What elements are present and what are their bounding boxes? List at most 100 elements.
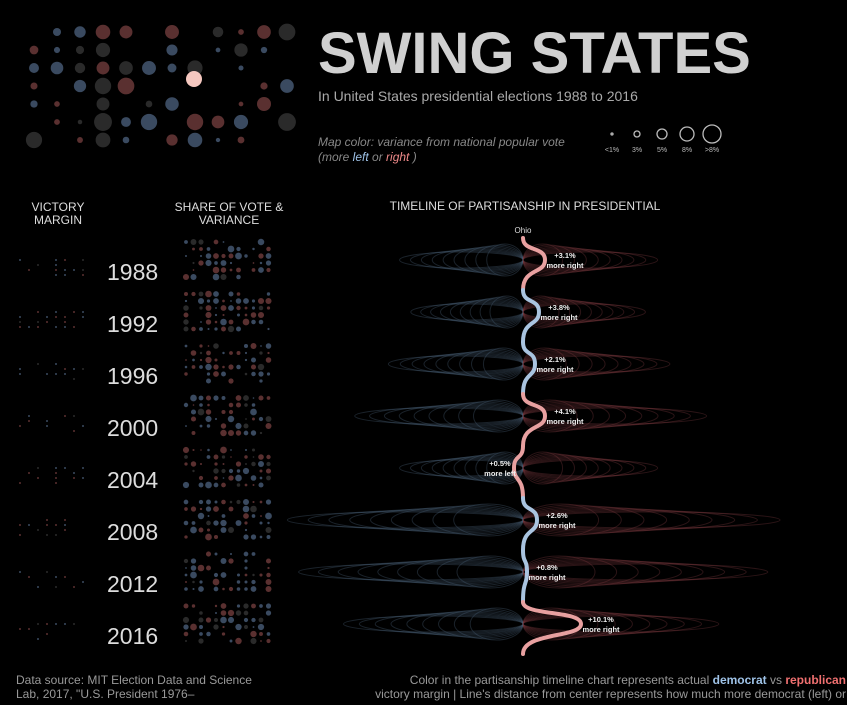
share-dot xyxy=(182,273,190,281)
share-dot xyxy=(227,526,235,534)
share-dot xyxy=(252,626,255,628)
map-dot xyxy=(215,137,221,143)
margin-dot xyxy=(37,477,39,479)
shift-label: +2.6% xyxy=(546,511,568,520)
band-left xyxy=(317,562,524,582)
margin-dot xyxy=(64,576,66,578)
share-dot xyxy=(257,623,265,631)
share-dot xyxy=(265,512,272,520)
note-democrat: democrat xyxy=(713,673,767,687)
margin-dot xyxy=(37,326,39,328)
margin-dot xyxy=(28,628,30,630)
share-dot xyxy=(235,623,242,631)
share-dot xyxy=(243,617,249,623)
share-dot xyxy=(205,395,212,401)
share-dot xyxy=(206,247,211,251)
share-dot xyxy=(251,403,256,407)
band-left xyxy=(438,609,524,639)
band-right xyxy=(522,351,619,377)
share-dot xyxy=(213,506,219,512)
share-dot xyxy=(184,535,188,539)
share-dot xyxy=(190,526,197,534)
share-dot xyxy=(191,365,196,369)
band-right xyxy=(522,303,646,321)
share-dot xyxy=(266,372,271,376)
share-dot xyxy=(229,639,233,643)
share-dot xyxy=(220,572,227,578)
share-dot xyxy=(236,313,241,317)
margin-dot xyxy=(46,633,48,635)
share-dot xyxy=(191,431,196,435)
share-dot xyxy=(197,408,205,416)
band-right xyxy=(522,609,616,639)
share-dot xyxy=(190,565,197,571)
share-dot xyxy=(266,306,271,310)
share-dot xyxy=(222,477,225,479)
share-dot xyxy=(259,535,263,539)
share-dot xyxy=(220,429,227,437)
share-dot xyxy=(227,616,235,624)
share-dot xyxy=(244,528,248,532)
year-label: 2008 xyxy=(107,519,158,545)
band-left xyxy=(475,452,524,484)
band-left xyxy=(489,295,524,329)
decoration xyxy=(19,23,296,645)
margin-dot xyxy=(55,623,57,625)
share-dot xyxy=(184,299,188,303)
share-dot xyxy=(266,475,271,481)
share-dot xyxy=(220,527,227,533)
share-dot xyxy=(227,245,235,253)
ohio-line xyxy=(521,600,584,656)
share-dot xyxy=(251,461,256,467)
share-dot xyxy=(198,638,204,644)
share-dot xyxy=(199,327,203,331)
share-dot xyxy=(265,558,272,564)
margin-dot xyxy=(73,269,75,271)
share-dot xyxy=(213,534,219,540)
share-dot xyxy=(258,319,264,325)
band-left xyxy=(453,246,524,274)
map-dot xyxy=(186,71,202,87)
year-rows: 1988 1992 1996 2000 2004 2008 2012 2016 xyxy=(107,259,158,649)
margin-dot xyxy=(55,274,57,276)
share-dot xyxy=(266,572,271,578)
band-left xyxy=(420,457,524,479)
band-left xyxy=(443,401,524,431)
share-dot xyxy=(182,446,190,454)
share-dot xyxy=(182,616,190,624)
share-dot xyxy=(197,564,205,572)
share-dot xyxy=(267,351,270,355)
map-dot xyxy=(165,97,179,111)
share-dot xyxy=(198,260,204,266)
share-dot xyxy=(258,482,264,488)
margin-dot xyxy=(19,326,21,328)
share-dot xyxy=(214,313,218,317)
share-dot xyxy=(206,424,211,428)
band-left xyxy=(406,611,524,637)
band-right xyxy=(522,243,564,277)
share-dot xyxy=(183,631,189,637)
share-dot xyxy=(220,519,227,527)
band-left xyxy=(298,563,524,581)
share-dot xyxy=(228,506,234,512)
band-left xyxy=(369,406,524,426)
band-right xyxy=(522,456,623,480)
share-dot xyxy=(206,350,211,356)
share-dot xyxy=(198,617,204,623)
share-dot xyxy=(213,586,219,592)
share-dot xyxy=(213,468,219,474)
band-right xyxy=(522,296,571,328)
band-right xyxy=(522,244,575,276)
band-right xyxy=(522,405,675,427)
share-dot xyxy=(251,268,256,272)
share-dot xyxy=(265,468,272,474)
band-left xyxy=(377,559,524,585)
share-dot xyxy=(192,261,195,265)
band-left xyxy=(459,298,524,326)
share-dot xyxy=(220,305,227,311)
share-dot xyxy=(184,344,188,348)
band-left xyxy=(473,399,524,433)
year-label: 2012 xyxy=(107,571,158,597)
band-left xyxy=(435,351,524,377)
size-circle xyxy=(633,130,641,138)
